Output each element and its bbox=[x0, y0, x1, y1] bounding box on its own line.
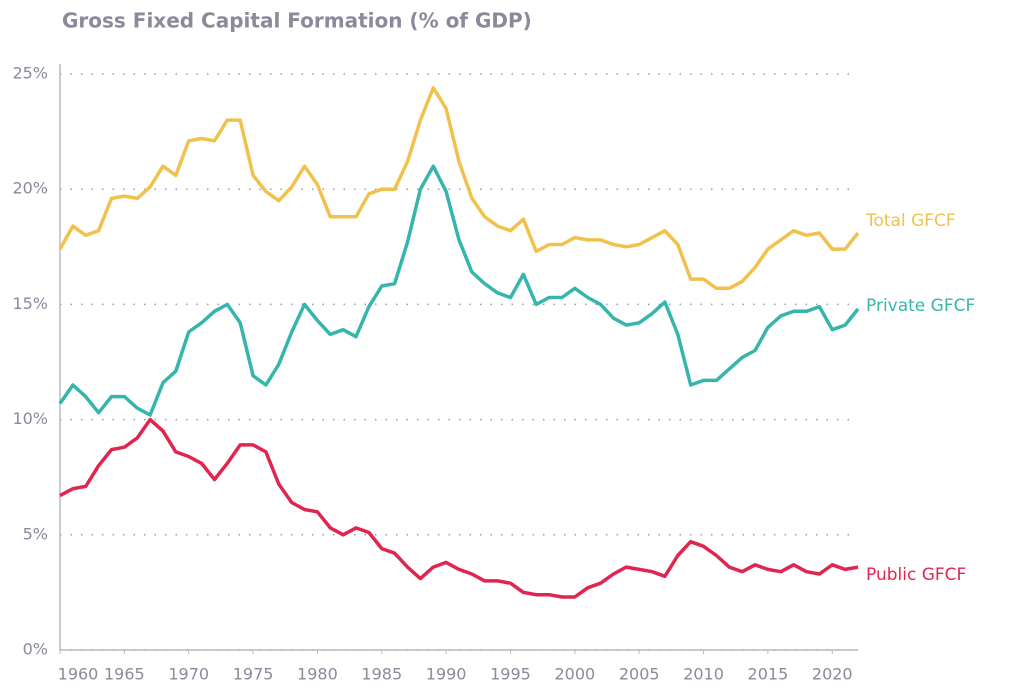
series-label: Total GFCF bbox=[865, 211, 956, 231]
series-line bbox=[58, 86, 860, 291]
x-tick-label: 2020 bbox=[812, 665, 853, 684]
x-tick-label: 1980 bbox=[297, 665, 338, 684]
x-tick-label: 1970 bbox=[168, 665, 209, 684]
y-tick-label: 5% bbox=[23, 524, 48, 543]
y-tick-label: 0% bbox=[23, 640, 48, 659]
series-line bbox=[59, 417, 859, 599]
x-tick-label: 1960 bbox=[58, 665, 99, 684]
series-label: Public GFCF bbox=[866, 565, 966, 585]
x-tick-label: 1985 bbox=[361, 665, 402, 684]
x-tick-label: 2000 bbox=[554, 665, 595, 684]
x-tick-label: 1975 bbox=[233, 665, 274, 684]
series-label: Private GFCF bbox=[866, 296, 975, 316]
x-tick-label: 1990 bbox=[426, 665, 467, 684]
y-tick-label: 10% bbox=[12, 409, 48, 428]
x-tick-label: 2005 bbox=[619, 665, 660, 684]
x-tick-label: 1995 bbox=[490, 665, 531, 684]
y-tick-label: 20% bbox=[12, 179, 48, 198]
x-tick-label: 2010 bbox=[683, 665, 724, 684]
y-tick-label: 25% bbox=[12, 64, 48, 83]
y-tick-label: 15% bbox=[12, 294, 48, 313]
series-line bbox=[58, 164, 860, 417]
x-tick-label: 2015 bbox=[748, 665, 789, 684]
x-tick-label: 1965 bbox=[104, 665, 145, 684]
chart-title: Gross Fixed Capital Formation (% of GDP) bbox=[62, 9, 532, 33]
